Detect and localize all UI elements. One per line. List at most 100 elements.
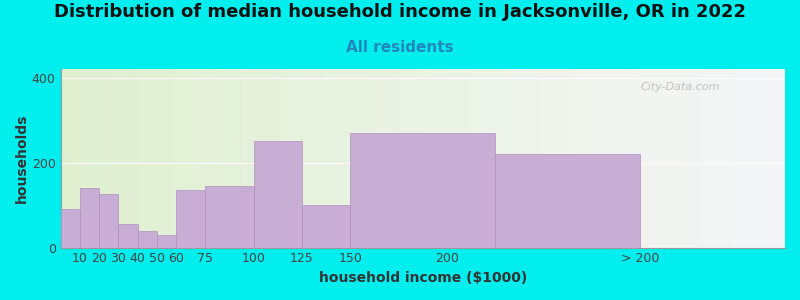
Bar xyxy=(137,69,140,248)
Bar xyxy=(398,69,401,248)
Bar xyxy=(386,69,390,248)
Bar xyxy=(90,69,93,248)
Bar xyxy=(466,69,470,248)
Bar xyxy=(318,69,322,248)
Bar xyxy=(405,69,408,248)
Bar xyxy=(220,69,223,248)
Bar xyxy=(322,69,325,248)
Bar xyxy=(115,69,118,248)
Bar xyxy=(734,69,738,248)
Bar xyxy=(676,69,680,248)
Bar xyxy=(274,69,278,248)
Bar xyxy=(285,69,289,248)
Bar xyxy=(394,69,398,248)
Bar xyxy=(709,69,713,248)
Bar xyxy=(651,69,654,248)
Bar xyxy=(138,231,157,248)
Bar xyxy=(531,69,535,248)
Bar xyxy=(97,69,100,248)
Bar xyxy=(267,69,270,248)
Bar xyxy=(756,69,760,248)
Bar xyxy=(571,69,575,248)
Bar xyxy=(419,69,422,248)
Bar xyxy=(82,69,86,248)
Bar xyxy=(702,69,706,248)
Bar xyxy=(194,69,198,248)
Bar xyxy=(770,69,774,248)
Bar xyxy=(745,69,749,248)
Text: Distribution of median household income in Jacksonville, OR in 2022: Distribution of median household income … xyxy=(54,3,746,21)
Bar xyxy=(376,69,379,248)
Bar xyxy=(517,69,521,248)
Bar xyxy=(434,69,438,248)
Bar xyxy=(561,69,564,248)
Bar xyxy=(361,69,365,248)
Bar xyxy=(535,69,538,248)
Bar xyxy=(742,69,745,248)
Bar xyxy=(325,69,329,248)
Bar xyxy=(256,69,260,248)
Bar xyxy=(140,69,144,248)
Bar xyxy=(166,69,169,248)
Bar xyxy=(289,69,292,248)
Bar xyxy=(383,69,386,248)
Bar xyxy=(307,69,310,248)
Bar xyxy=(343,69,346,248)
Bar xyxy=(187,69,191,248)
Bar xyxy=(597,69,600,248)
Bar xyxy=(426,69,430,248)
Bar xyxy=(514,69,517,248)
Bar xyxy=(108,69,111,248)
Bar xyxy=(111,69,115,248)
Bar xyxy=(242,69,246,248)
Bar xyxy=(564,69,568,248)
Bar xyxy=(553,69,557,248)
Bar xyxy=(774,69,778,248)
Bar xyxy=(499,69,502,248)
Bar xyxy=(412,69,415,248)
Bar xyxy=(614,69,618,248)
Bar xyxy=(495,69,499,248)
Bar xyxy=(126,69,130,248)
Bar xyxy=(680,69,683,248)
Bar xyxy=(144,69,147,248)
Bar xyxy=(524,69,528,248)
Bar xyxy=(438,69,441,248)
Bar xyxy=(550,69,553,248)
Bar xyxy=(568,69,571,248)
Bar xyxy=(607,69,611,248)
Bar xyxy=(299,69,303,248)
Bar xyxy=(209,69,213,248)
Bar xyxy=(365,69,369,248)
Bar xyxy=(162,69,166,248)
Bar xyxy=(600,69,604,248)
Bar xyxy=(227,69,230,248)
Bar xyxy=(206,186,254,248)
Bar xyxy=(521,69,524,248)
Bar xyxy=(408,69,412,248)
Bar xyxy=(100,69,104,248)
Bar xyxy=(658,69,662,248)
Bar xyxy=(249,69,253,248)
Text: City-Data.com: City-Data.com xyxy=(640,82,720,92)
Bar xyxy=(455,69,459,248)
Bar xyxy=(698,69,702,248)
Bar xyxy=(401,69,405,248)
Bar xyxy=(491,69,495,248)
Bar xyxy=(68,69,71,248)
Bar xyxy=(445,69,448,248)
Bar xyxy=(495,154,640,248)
Bar xyxy=(350,69,354,248)
Bar xyxy=(339,69,343,248)
Bar xyxy=(303,69,307,248)
Bar xyxy=(230,69,234,248)
Bar xyxy=(654,69,658,248)
Bar xyxy=(157,235,177,247)
Bar xyxy=(694,69,698,248)
Bar xyxy=(93,69,97,248)
Bar xyxy=(390,69,394,248)
Bar xyxy=(488,69,491,248)
Bar xyxy=(470,69,474,248)
Bar xyxy=(669,69,673,248)
Bar xyxy=(542,69,546,248)
